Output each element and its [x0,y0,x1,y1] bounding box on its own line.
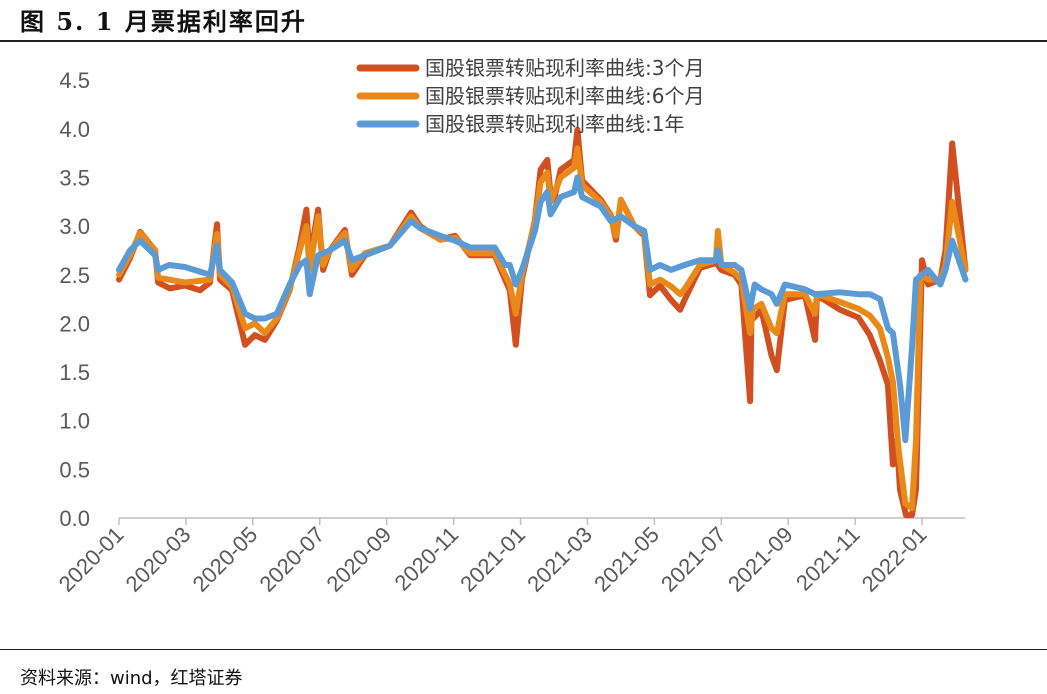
y-tick-label: 0.0 [59,506,90,531]
legend: 国股银票转贴现利率曲线:3个月国股银票转贴现利率曲线:6个月国股银票转贴现利率曲… [356,56,704,136]
source-note: 资料来源：wind，红塔证券 [20,668,243,689]
y-tick-label: 0.5 [59,457,90,482]
title-divider [0,40,1047,42]
x-tick-label: 2020-11 [390,522,464,596]
x-tick-label: 2020-09 [321,522,396,597]
x-tick-label: 2020-07 [255,522,330,597]
x-tick-label: 2020-01 [54,522,129,597]
y-tick-label: 1.5 [59,360,90,385]
x-tick-label: 2021-09 [723,522,798,597]
y-tick-label: 4.0 [59,117,90,142]
x-tick-label: 2021-03 [522,522,597,597]
x-tick-label: 2020-05 [188,522,263,597]
x-tick-label: 2020-03 [121,522,196,597]
x-tick-label: 2022-01 [857,522,932,597]
y-tick-label: 3.5 [59,165,90,190]
y-tick-label: 3.0 [59,214,90,239]
y-axis-ticks: 0.0 0.5 1.0 1.5 2.0 2.5 3.0 3.5 4.0 4.5 [59,68,90,531]
y-tick-label: 2.5 [59,263,90,288]
legend-label: 国股银票转贴现利率曲线:1年 [425,112,684,136]
x-tick-label: 2021-11 [791,522,865,596]
figure-title: 图 5. 1 月票据利率回升 [20,7,307,36]
x-tick-label: 2021-07 [656,522,731,597]
legend-label: 国股银票转贴现利率曲线:6个月 [425,84,704,108]
y-tick-label: 1.0 [59,409,90,434]
y-tick-label: 4.5 [59,68,90,93]
source-divider [0,649,1047,650]
series-line-2 [116,174,969,444]
x-tick-label: 2021-01 [455,522,530,597]
x-axis: 2020-012020-032020-052020-072020-092020-… [54,517,965,597]
legend-label: 国股银票转贴现利率曲线:3个月 [425,56,704,80]
y-tick-label: 2.0 [59,311,90,336]
series-lines [116,126,969,519]
x-tick-label: 2021-05 [589,522,664,597]
